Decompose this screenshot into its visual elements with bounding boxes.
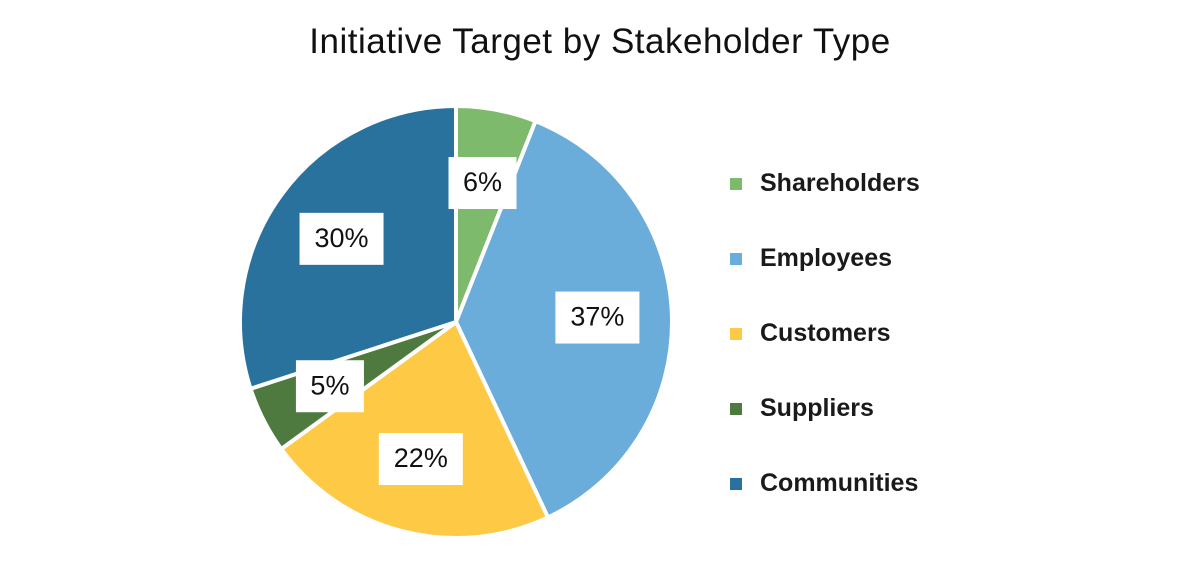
- legend-label: Shareholders: [760, 169, 920, 197]
- pie-slice-customers: [279, 320, 550, 540]
- data-label-text: 30%: [315, 223, 369, 253]
- data-label-shareholders: 6%: [448, 157, 517, 210]
- data-label-box: [448, 157, 517, 210]
- chart-title: Initiative Target by Stakeholder Type: [309, 22, 891, 61]
- legend-label: Suppliers: [760, 394, 874, 422]
- legend-item-shareholders: Shareholders: [730, 146, 920, 221]
- data-label-box: [299, 212, 384, 265]
- data-label-employees: 37%: [555, 291, 640, 344]
- data-label-text: 37%: [570, 302, 624, 332]
- legend-swatch: [730, 477, 742, 490]
- data-label-text: 22%: [394, 443, 448, 473]
- legend-item-customers: Customers: [730, 296, 920, 371]
- data-label-text: 6%: [463, 167, 502, 197]
- legend-swatch: [730, 252, 742, 265]
- legend-swatch: [730, 177, 742, 190]
- legend-item-communities: Communities: [730, 446, 920, 521]
- data-label-suppliers: 5%: [295, 360, 364, 413]
- data-label-box: [295, 360, 364, 413]
- legend-swatch: [730, 327, 742, 340]
- pie-data-labels: 6% 37% 22% 5% 30%: [295, 157, 640, 486]
- legend-label: Customers: [760, 319, 891, 347]
- legend-item-employees: Employees: [730, 221, 920, 296]
- data-label-communities: 30%: [299, 212, 384, 265]
- legend-swatch: [730, 402, 742, 415]
- data-label-box: [555, 291, 640, 344]
- legend-item-suppliers: Suppliers: [730, 371, 920, 446]
- data-label-customers: 22%: [378, 433, 463, 486]
- data-label-text: 5%: [310, 370, 349, 400]
- data-label-box: [378, 433, 463, 486]
- legend: Shareholders Employees Customers Suppliers C…: [730, 146, 920, 521]
- legend-label: Communities: [760, 469, 919, 497]
- legend-label: Employees: [760, 244, 893, 272]
